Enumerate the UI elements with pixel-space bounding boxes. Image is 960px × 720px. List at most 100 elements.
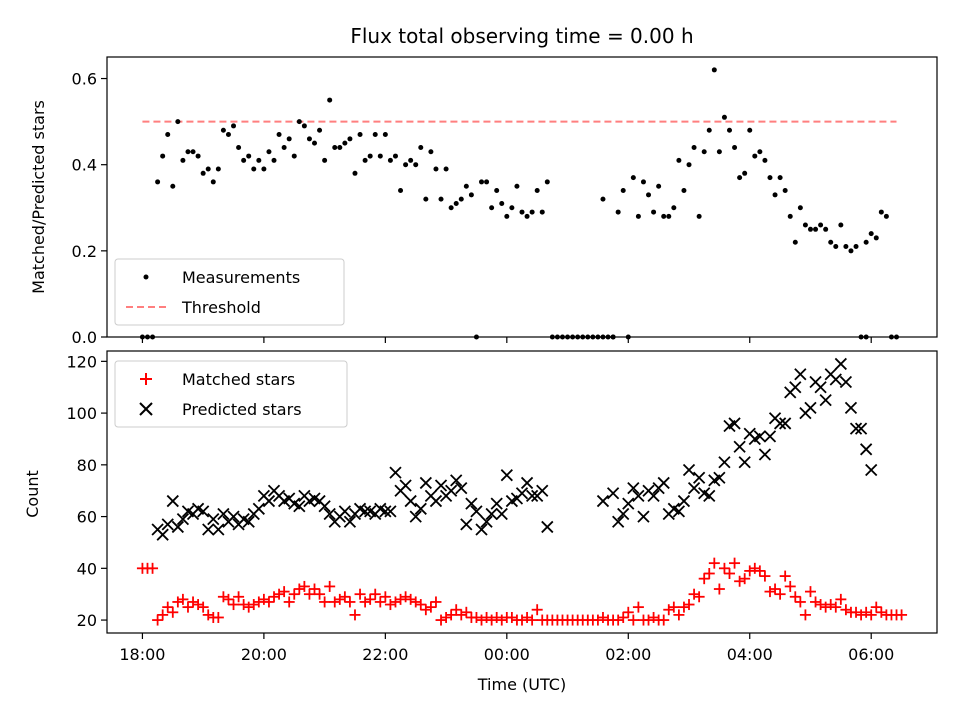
- measurement-point: [392, 153, 398, 159]
- measurement-point: [479, 179, 485, 185]
- matched-point: [896, 609, 908, 621]
- predicted-point: [343, 515, 357, 528]
- bottom-x-ticks: 18:00 20:00 22:00 00:00 02:00 04:00 06:00: [119, 633, 894, 664]
- predicted-point: [358, 505, 372, 518]
- matched-point: [233, 591, 245, 603]
- matched-point: [754, 565, 766, 577]
- measurement-point: [727, 127, 732, 133]
- matched-point: [344, 596, 356, 608]
- measurement-point: [883, 213, 889, 219]
- predicted-point: [460, 518, 473, 531]
- predicted-point: [738, 456, 751, 469]
- measurement-point: [428, 149, 434, 155]
- bottom-panel: 20 40 60 80 100 120 18:00 20:00 22:00 00:00 02:00…: [23, 350, 938, 694]
- measurement-point: [767, 175, 773, 181]
- matched-point: [157, 609, 169, 621]
- measurement-point: [296, 119, 302, 125]
- measurement-point: [853, 244, 859, 250]
- predicted-point: [819, 394, 832, 407]
- measurement-point: [777, 175, 783, 181]
- predicted-point: [293, 500, 306, 513]
- matched-point: [724, 567, 735, 579]
- measurement-point: [868, 231, 874, 237]
- measurement-point: [549, 334, 555, 340]
- x-tick-label: 06:00: [848, 645, 894, 664]
- predicted-point: [622, 497, 635, 510]
- predicted-point: [318, 500, 331, 513]
- matched-point: [592, 614, 604, 626]
- matched-point: [713, 583, 725, 595]
- matched-point: [693, 591, 705, 603]
- predicted-point: [758, 448, 772, 461]
- bottom-y-tick-label: 100: [66, 404, 97, 423]
- predicted-point: [212, 523, 225, 536]
- measurement-point: [261, 166, 267, 172]
- matched-point: [425, 601, 437, 613]
- measurement-point: [362, 157, 368, 163]
- matched-point: [830, 601, 842, 613]
- measurement-point: [554, 334, 560, 340]
- measurement-point: [317, 127, 323, 133]
- top-x-ticks: [141, 337, 872, 343]
- matched-point: [688, 588, 700, 600]
- measurement-point: [620, 188, 626, 194]
- predicted-point: [687, 481, 701, 495]
- measurement-point: [139, 334, 145, 340]
- top-y-tick-label: 0.0: [72, 328, 97, 347]
- predicted-point: [632, 489, 645, 503]
- measurement-point: [220, 127, 226, 133]
- predicted-point: [455, 481, 468, 495]
- matched-point: [314, 588, 326, 600]
- measurement-point: [205, 166, 211, 172]
- matched-point: [643, 614, 655, 626]
- matched-point: [162, 601, 174, 613]
- measurement-point: [843, 244, 849, 250]
- measurement-point: [782, 188, 788, 194]
- matched-point: [820, 601, 832, 613]
- predicted-point: [414, 502, 427, 515]
- matched-point: [486, 614, 498, 626]
- matched-point: [718, 562, 730, 574]
- measurement-point: [711, 67, 717, 73]
- measurement-point: [772, 192, 778, 198]
- measurement-point: [646, 192, 652, 198]
- measurement-point: [813, 226, 819, 232]
- matched-point: [840, 604, 852, 616]
- measurement-point: [706, 127, 712, 133]
- measurement-point: [276, 132, 282, 138]
- matched-point: [531, 604, 543, 616]
- measurement-point: [635, 213, 641, 219]
- matched-point: [759, 570, 771, 582]
- matched-point: [435, 614, 447, 626]
- x-axis-label: Time (UTC): [477, 675, 566, 694]
- predicted-point: [252, 502, 265, 515]
- matched-point: [855, 609, 867, 621]
- measurement-point: [797, 205, 803, 211]
- predicted-point: [404, 494, 417, 508]
- predicted-point: [753, 430, 767, 443]
- matched-point: [278, 586, 290, 598]
- matched-point: [334, 593, 346, 605]
- predicted-point: [445, 484, 458, 497]
- matched-point: [865, 609, 877, 621]
- matched-point: [410, 596, 422, 608]
- matched-point: [440, 611, 452, 623]
- predicted-point: [262, 494, 276, 508]
- measurement-point: [155, 179, 161, 185]
- measurement-point: [438, 196, 444, 202]
- bottom-legend: Matched stars Predicted stars: [114, 360, 348, 428]
- measurement-point: [504, 213, 510, 219]
- matched-point: [389, 596, 401, 608]
- measurement-point: [372, 132, 378, 138]
- measurement-point: [848, 248, 854, 254]
- measurement-point: [271, 157, 277, 163]
- matched-point: [228, 599, 240, 611]
- matched-point: [784, 580, 796, 592]
- measurement-point: [732, 144, 738, 150]
- predicted-point: [865, 463, 878, 477]
- measurement-point: [600, 196, 606, 202]
- predicted-point: [217, 507, 230, 521]
- measurement-point: [640, 179, 646, 185]
- measurement-point: [686, 162, 692, 168]
